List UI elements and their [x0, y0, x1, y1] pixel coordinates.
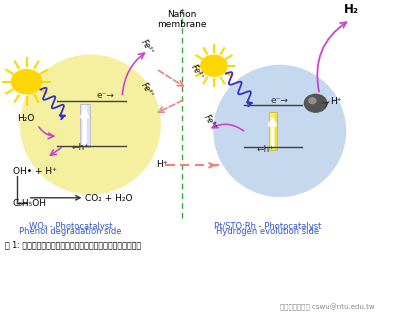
Text: H₂O: H₂O: [17, 114, 34, 123]
Text: C₆H₅OH: C₆H₅OH: [13, 199, 47, 208]
Text: OH• + H⁺: OH• + H⁺: [13, 167, 56, 176]
Ellipse shape: [214, 65, 346, 196]
Text: Pt/STO:Rh - Photocatalyst: Pt/STO:Rh - Photocatalyst: [214, 221, 322, 231]
Circle shape: [309, 98, 316, 104]
Text: 圖 1: 可同時降解苯酚並分離生產的氫氣的雙工反應機理示意圖: 圖 1: 可同時降解苯酚並分離生產的氫氣的雙工反應機理示意圖: [6, 240, 142, 249]
Bar: [82, 105, 87, 146]
Text: Fe²⁺: Fe²⁺: [140, 38, 156, 56]
Bar: [268, 112, 276, 150]
Circle shape: [304, 94, 327, 112]
Text: Phenol degradation side: Phenol degradation side: [19, 227, 122, 236]
Text: H⁺: H⁺: [156, 160, 168, 169]
Text: H⁺: H⁺: [330, 97, 342, 106]
Circle shape: [12, 70, 42, 94]
Ellipse shape: [21, 55, 160, 194]
Text: Fe³⁺: Fe³⁺: [202, 113, 219, 131]
Circle shape: [201, 55, 227, 76]
Text: ←h⁺: ←h⁺: [257, 145, 275, 154]
Text: e⁻→: e⁻→: [271, 96, 289, 105]
Text: 觸媒化學實驗室 cswu@ntu.edu.tw: 觸媒化學實驗室 cswu@ntu.edu.tw: [280, 303, 375, 311]
Text: Nafion
membrane: Nafion membrane: [157, 10, 207, 30]
Bar: [80, 104, 90, 147]
Text: WO₃ - Photocatalyst: WO₃ - Photocatalyst: [29, 221, 112, 231]
Text: Fe²⁺: Fe²⁺: [189, 63, 206, 81]
Text: CO₂ + H₂O: CO₂ + H₂O: [85, 194, 133, 203]
Text: Hydrogen evolution side: Hydrogen evolution side: [216, 227, 319, 236]
Text: H₂: H₂: [344, 3, 359, 16]
Text: Fe³⁺: Fe³⁺: [140, 81, 156, 100]
Text: e⁻→: e⁻→: [96, 91, 114, 100]
Bar: [270, 113, 275, 149]
Text: ←h⁺: ←h⁺: [72, 143, 90, 152]
